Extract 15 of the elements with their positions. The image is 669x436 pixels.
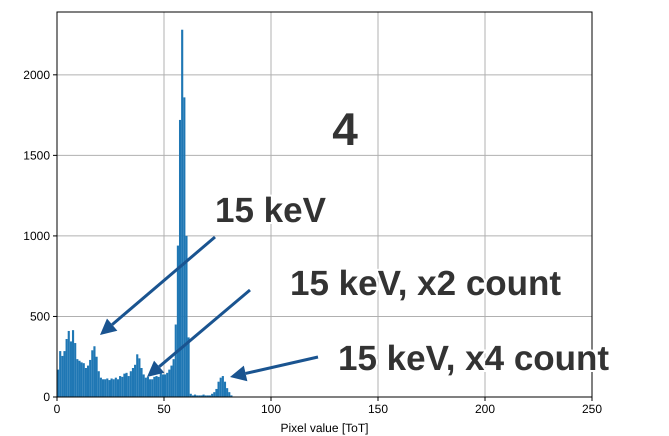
annotation: 15 keV (215, 191, 327, 230)
x-tick-label: 150 (368, 402, 388, 416)
annotation: 4 (332, 103, 358, 155)
x-tick-label: 100 (260, 402, 282, 416)
x-tick-label: 250 (582, 402, 602, 416)
x-tick-label: 200 (474, 402, 496, 416)
y-tick-label: 0 (43, 390, 50, 404)
y-tick-label: 1000 (23, 228, 50, 243)
y-tick-label: 500 (30, 309, 50, 324)
annotation: 15 keV, x2 count (290, 264, 562, 303)
y-tick-label: 2000 (23, 68, 50, 82)
x-axis-title: Pixel value [ToT] (280, 421, 369, 435)
x-tick-label: 0 (54, 402, 61, 416)
y-tick-label: 1500 (23, 148, 50, 162)
x-tick-label: 50 (157, 402, 171, 416)
